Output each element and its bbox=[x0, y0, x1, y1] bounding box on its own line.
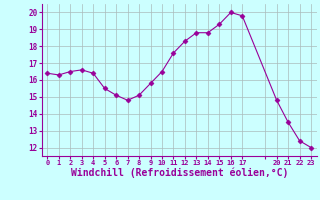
X-axis label: Windchill (Refroidissement éolien,°C): Windchill (Refroidissement éolien,°C) bbox=[70, 168, 288, 178]
